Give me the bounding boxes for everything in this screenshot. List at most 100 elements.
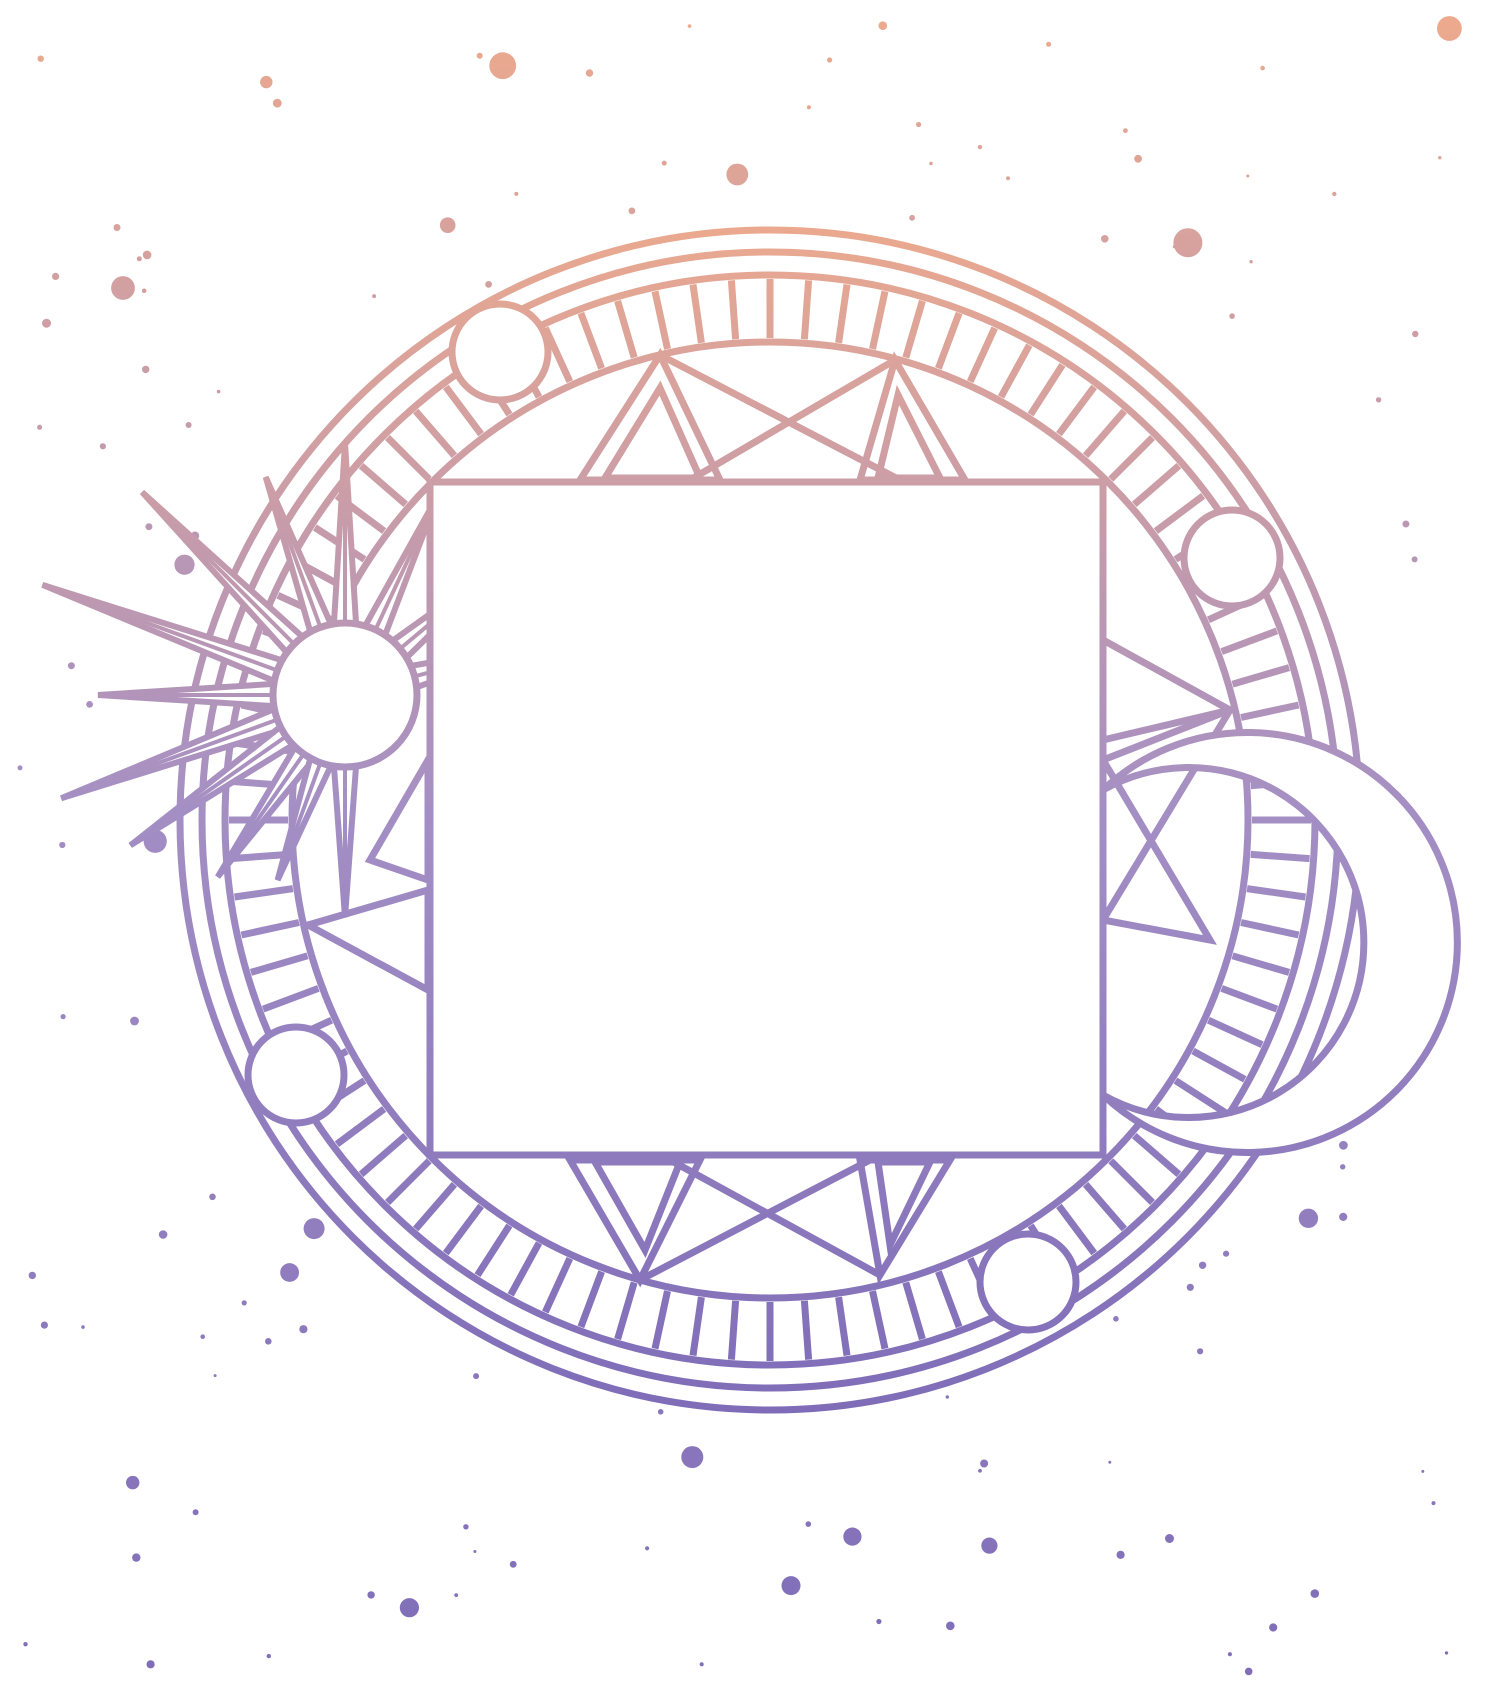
ladder-tick: [1082, 408, 1127, 458]
ladder-tick: [1220, 985, 1279, 1013]
star-dust-dot: [1116, 1550, 1125, 1559]
ladder-tick: [542, 326, 573, 384]
star-dust-dot: [1223, 1250, 1230, 1257]
star-dust-dot: [28, 1271, 36, 1280]
sun-ray-spine: [140, 490, 297, 647]
star-dust-dot: [367, 1591, 375, 1599]
star-dust-dot: [67, 662, 75, 670]
ladder-tick: [1206, 1017, 1264, 1048]
star-dust-dot: [1108, 1460, 1112, 1464]
star-dust-dot: [439, 217, 456, 233]
ladder-tick: [240, 919, 300, 939]
star-dust-dot: [781, 1576, 801, 1596]
star-dust-dot: [1227, 1652, 1232, 1657]
star-dust-dot: [980, 1459, 989, 1468]
star-dust-dot: [216, 389, 221, 394]
star-dust-dot: [40, 1321, 49, 1329]
star-dust-dot: [1246, 174, 1250, 178]
star-dust-dot: [929, 161, 933, 166]
ladder-tick: [234, 885, 294, 901]
star-dust-dot: [1260, 65, 1265, 71]
star-dust-dot: [1165, 1534, 1174, 1543]
star-dust-dot: [1113, 1316, 1119, 1322]
star-dust-dot: [299, 1325, 308, 1334]
ladder-tick: [507, 1241, 543, 1297]
star-dust-dot: [977, 144, 983, 150]
ladder-tick: [474, 1223, 513, 1277]
star-dust-dot: [158, 1230, 168, 1239]
star-dust-dot: [945, 1395, 949, 1399]
star-dust-dot: [1310, 1589, 1320, 1598]
ladder-tick: [835, 284, 851, 344]
star-dust-dot: [878, 21, 888, 31]
star-dust-dot: [1402, 520, 1410, 528]
star-dust-dot: [142, 250, 152, 260]
star-dust-dot: [628, 207, 636, 215]
ladder-tick: [358, 463, 408, 508]
ladder-tick: [577, 1270, 605, 1329]
star-dust-dot: [37, 55, 44, 62]
star-dust-dot: [1437, 16, 1462, 41]
ladder-tick: [442, 1203, 484, 1256]
star-dust-dot: [1375, 397, 1382, 403]
ladder-tick: [1240, 701, 1300, 721]
ladder-tick: [1191, 1047, 1247, 1083]
crescent-moon-icon: [1100, 729, 1461, 1156]
star-dust-dot: [113, 224, 121, 231]
star-dust-dot: [1339, 1140, 1348, 1150]
sun-ray-spine: [216, 751, 307, 879]
sun-ray-spine: [129, 733, 289, 847]
star-dust-dot: [280, 1263, 299, 1282]
ladder-tick: [1250, 850, 1310, 863]
ladder-tick: [651, 290, 671, 350]
star-dust-dot: [1438, 156, 1442, 160]
ladder-tick: [1220, 627, 1279, 655]
star-dust-dot: [805, 1521, 812, 1527]
star-dust-dot: [59, 841, 66, 849]
ladder-tick: [935, 311, 963, 370]
star-dust-dot: [99, 443, 106, 450]
ladder-tick: [935, 1270, 963, 1329]
star-dust-dot: [1298, 1208, 1319, 1229]
star-dust-dot: [260, 75, 273, 89]
ladder-tick: [800, 1300, 813, 1360]
ladder-tick: [385, 1158, 432, 1205]
ladder-tick: [1056, 384, 1098, 437]
star-dust-dot: [463, 1524, 469, 1530]
star-dust-dot: [52, 272, 60, 280]
star-dust-dot: [687, 24, 692, 28]
ladder-tick: [1173, 1077, 1227, 1116]
star-dust-dot: [681, 1446, 704, 1469]
star-dust-dot: [126, 1475, 140, 1490]
star-dust-dot: [145, 523, 153, 531]
ladder-tick: [800, 280, 813, 340]
star-dust-dot: [978, 1468, 982, 1473]
ladder-tick: [1153, 492, 1206, 534]
star-dust-dot: [454, 1593, 459, 1597]
ladder-tick: [689, 284, 705, 344]
star-dust-dot: [1006, 176, 1010, 181]
star-dust-dot: [174, 554, 195, 575]
sun-ray-spine: [275, 760, 323, 881]
star-dust-dot: [916, 121, 922, 128]
ladder-tick: [614, 1281, 638, 1341]
star-dust-dot: [42, 318, 51, 328]
ladder-tick: [577, 311, 605, 370]
ladder-tick: [334, 1106, 387, 1148]
star-dust-dot: [1421, 1469, 1425, 1473]
star-dust-dot: [1411, 556, 1418, 563]
star-dust-dot: [266, 1653, 271, 1659]
star-dust-dot: [645, 1546, 650, 1551]
star-dust-dot: [1431, 1501, 1436, 1506]
ladder-tick: [385, 435, 432, 482]
ladder-tick: [1246, 885, 1306, 901]
ladder-tick: [413, 408, 458, 458]
ladder-tick: [651, 1290, 671, 1350]
sun-ray-spine: [263, 476, 323, 630]
star-dust-dot: [661, 160, 667, 166]
star-dust-icon: [17, 16, 1462, 1676]
ladder-tick: [442, 384, 484, 437]
star-dust-dot: [876, 1618, 882, 1625]
star-dust-dot: [1101, 235, 1109, 243]
star-dust-dot: [399, 1598, 419, 1618]
